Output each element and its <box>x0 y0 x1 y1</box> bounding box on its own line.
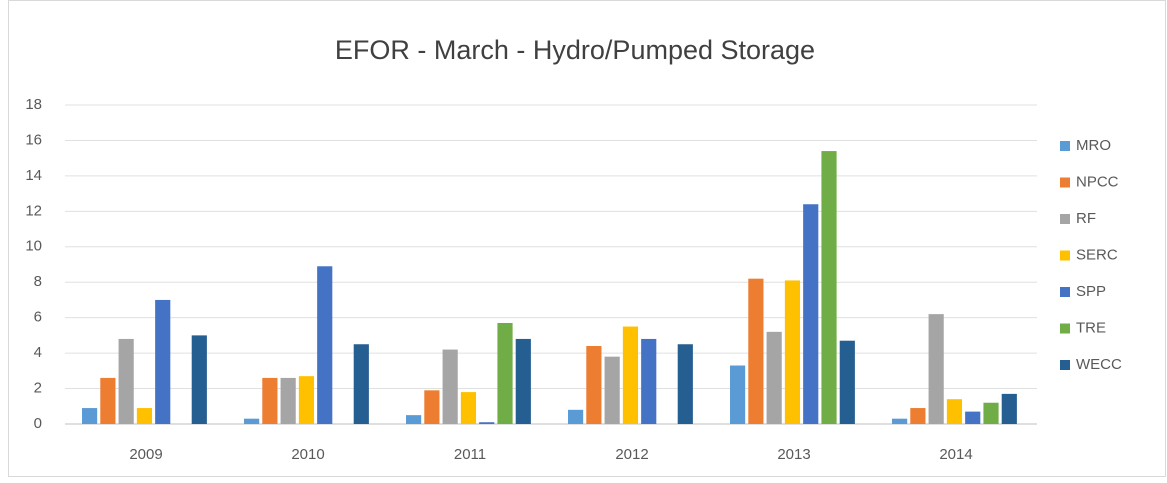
bar <box>191 335 207 424</box>
y-tick-label: 2 <box>34 380 42 397</box>
bar <box>641 338 657 424</box>
bar <box>442 349 458 424</box>
bar <box>622 326 639 424</box>
y-tick-label: 12 <box>25 202 42 219</box>
bar <box>730 365 746 424</box>
bar <box>1001 393 1017 424</box>
bar <box>784 280 801 424</box>
legend-label: MRO <box>1076 137 1111 154</box>
bar <box>406 415 422 424</box>
chart-title: EFOR - March - Hydro/Pumped Storage <box>335 35 815 65</box>
bar <box>82 408 98 424</box>
legend-label: NPCC <box>1076 173 1119 190</box>
bar <box>983 402 999 424</box>
bar <box>946 399 963 424</box>
bar <box>965 411 981 424</box>
x-tick-label: 2013 <box>777 446 810 463</box>
bar <box>155 299 171 424</box>
legend-label: TRE <box>1076 319 1106 336</box>
legend-label: SPP <box>1076 283 1106 300</box>
bar <box>586 346 602 424</box>
bar <box>568 409 584 424</box>
bar <box>803 204 819 424</box>
legend-swatch <box>1060 287 1070 297</box>
x-tick-label: 2014 <box>939 446 972 463</box>
bar <box>317 266 333 424</box>
bar <box>118 338 134 424</box>
bar <box>748 278 764 424</box>
legend-label: RF <box>1076 210 1096 227</box>
legend-label: SERC <box>1076 246 1118 263</box>
bar <box>677 344 693 424</box>
y-tick-label: 14 <box>25 167 42 184</box>
bar <box>280 377 296 424</box>
bar <box>821 151 837 425</box>
bar <box>353 344 369 424</box>
bar <box>892 418 908 424</box>
y-tick-label: 6 <box>34 309 42 326</box>
bar <box>497 322 513 424</box>
bar <box>928 314 944 424</box>
bar <box>460 392 477 424</box>
legend-swatch <box>1060 250 1070 261</box>
legend-swatch <box>1060 323 1070 334</box>
legend-swatch <box>1060 360 1070 370</box>
bar <box>262 377 278 424</box>
bar <box>839 340 855 424</box>
legend-label: WECC <box>1076 356 1122 373</box>
y-tick-label: 4 <box>34 344 42 361</box>
bar <box>244 418 260 424</box>
y-tick-label: 18 <box>25 96 42 113</box>
bar <box>424 390 440 424</box>
bar <box>910 408 926 424</box>
bar <box>604 356 620 424</box>
legend-swatch <box>1060 177 1070 188</box>
x-tick-label: 2011 <box>454 446 486 463</box>
legend-swatch <box>1060 141 1070 151</box>
y-tick-label: 16 <box>25 131 42 148</box>
bar <box>479 422 495 424</box>
y-tick-label: 10 <box>25 238 42 255</box>
bar <box>136 408 153 424</box>
y-tick-label: 8 <box>34 273 42 290</box>
bar <box>766 331 782 424</box>
x-tick-label: 2009 <box>129 446 162 463</box>
legend-swatch <box>1060 214 1070 224</box>
x-tick-label: 2012 <box>615 446 648 463</box>
bar <box>515 338 531 424</box>
bar <box>298 376 315 424</box>
bar <box>100 377 116 424</box>
x-tick-label: 2010 <box>291 446 324 463</box>
y-tick-label: 0 <box>34 415 42 432</box>
